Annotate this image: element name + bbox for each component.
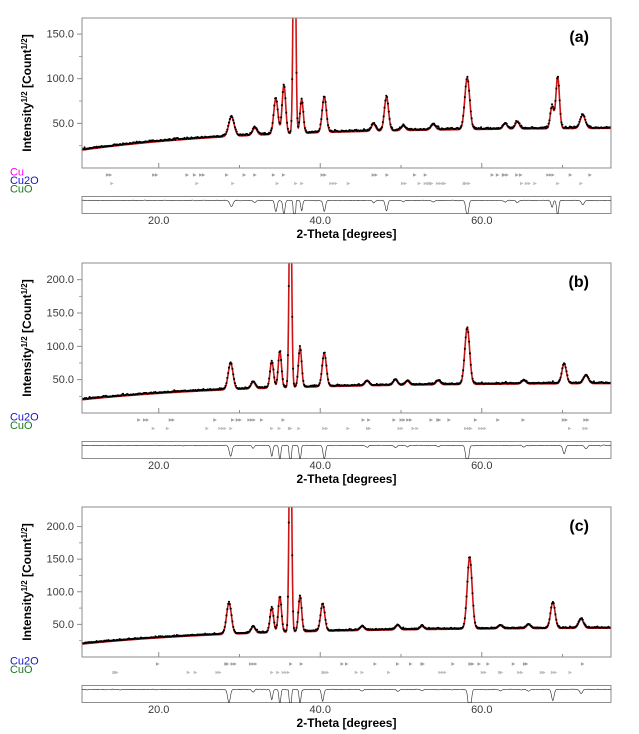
svg-text:2-Theta [degrees]: 2-Theta [degrees] bbox=[297, 227, 397, 241]
svg-text:20.0: 20.0 bbox=[148, 704, 169, 716]
svg-text:2-Theta [degrees]: 2-Theta [degrees] bbox=[297, 472, 397, 486]
svg-text:60.0: 60.0 bbox=[471, 215, 492, 227]
svg-text:100.0: 100.0 bbox=[47, 73, 75, 85]
svg-text:40.0: 40.0 bbox=[310, 460, 331, 472]
svg-text:CuO: CuO bbox=[10, 420, 33, 432]
svg-text:60.0: 60.0 bbox=[471, 460, 492, 472]
svg-text:50.0: 50.0 bbox=[53, 619, 74, 631]
svg-text:200.0: 200.0 bbox=[47, 274, 75, 286]
svg-text:CuO: CuO bbox=[10, 184, 33, 196]
svg-text:20.0: 20.0 bbox=[148, 460, 169, 472]
svg-text:(a): (a) bbox=[569, 29, 589, 46]
svg-text:40.0: 40.0 bbox=[310, 704, 331, 716]
svg-text:(c): (c) bbox=[569, 518, 589, 535]
svg-text:100.0: 100.0 bbox=[47, 340, 75, 352]
svg-text:60.0: 60.0 bbox=[471, 704, 492, 716]
svg-text:150.0: 150.0 bbox=[47, 554, 75, 566]
svg-text:Intensity1/2 [Count1/2]: Intensity1/2 [Count1/2] bbox=[20, 524, 34, 641]
svg-text:100.0: 100.0 bbox=[47, 587, 75, 599]
svg-text:40.0: 40.0 bbox=[310, 215, 331, 227]
svg-text:20.0: 20.0 bbox=[148, 215, 169, 227]
svg-text:200.0: 200.0 bbox=[47, 521, 75, 533]
svg-text:2-Theta [degrees]: 2-Theta [degrees] bbox=[297, 716, 397, 730]
svg-text:Intensity1/2 [Count1/2]: Intensity1/2 [Count1/2] bbox=[20, 279, 34, 396]
svg-text:(b): (b) bbox=[569, 274, 589, 291]
svg-text:Intensity1/2 [Count1/2]: Intensity1/2 [Count1/2] bbox=[20, 34, 34, 151]
svg-text:150.0: 150.0 bbox=[47, 29, 75, 41]
svg-text:50.0: 50.0 bbox=[53, 118, 74, 130]
svg-text:CuO: CuO bbox=[10, 665, 33, 677]
svg-text:50.0: 50.0 bbox=[53, 374, 74, 386]
svg-text:150.0: 150.0 bbox=[47, 307, 75, 319]
